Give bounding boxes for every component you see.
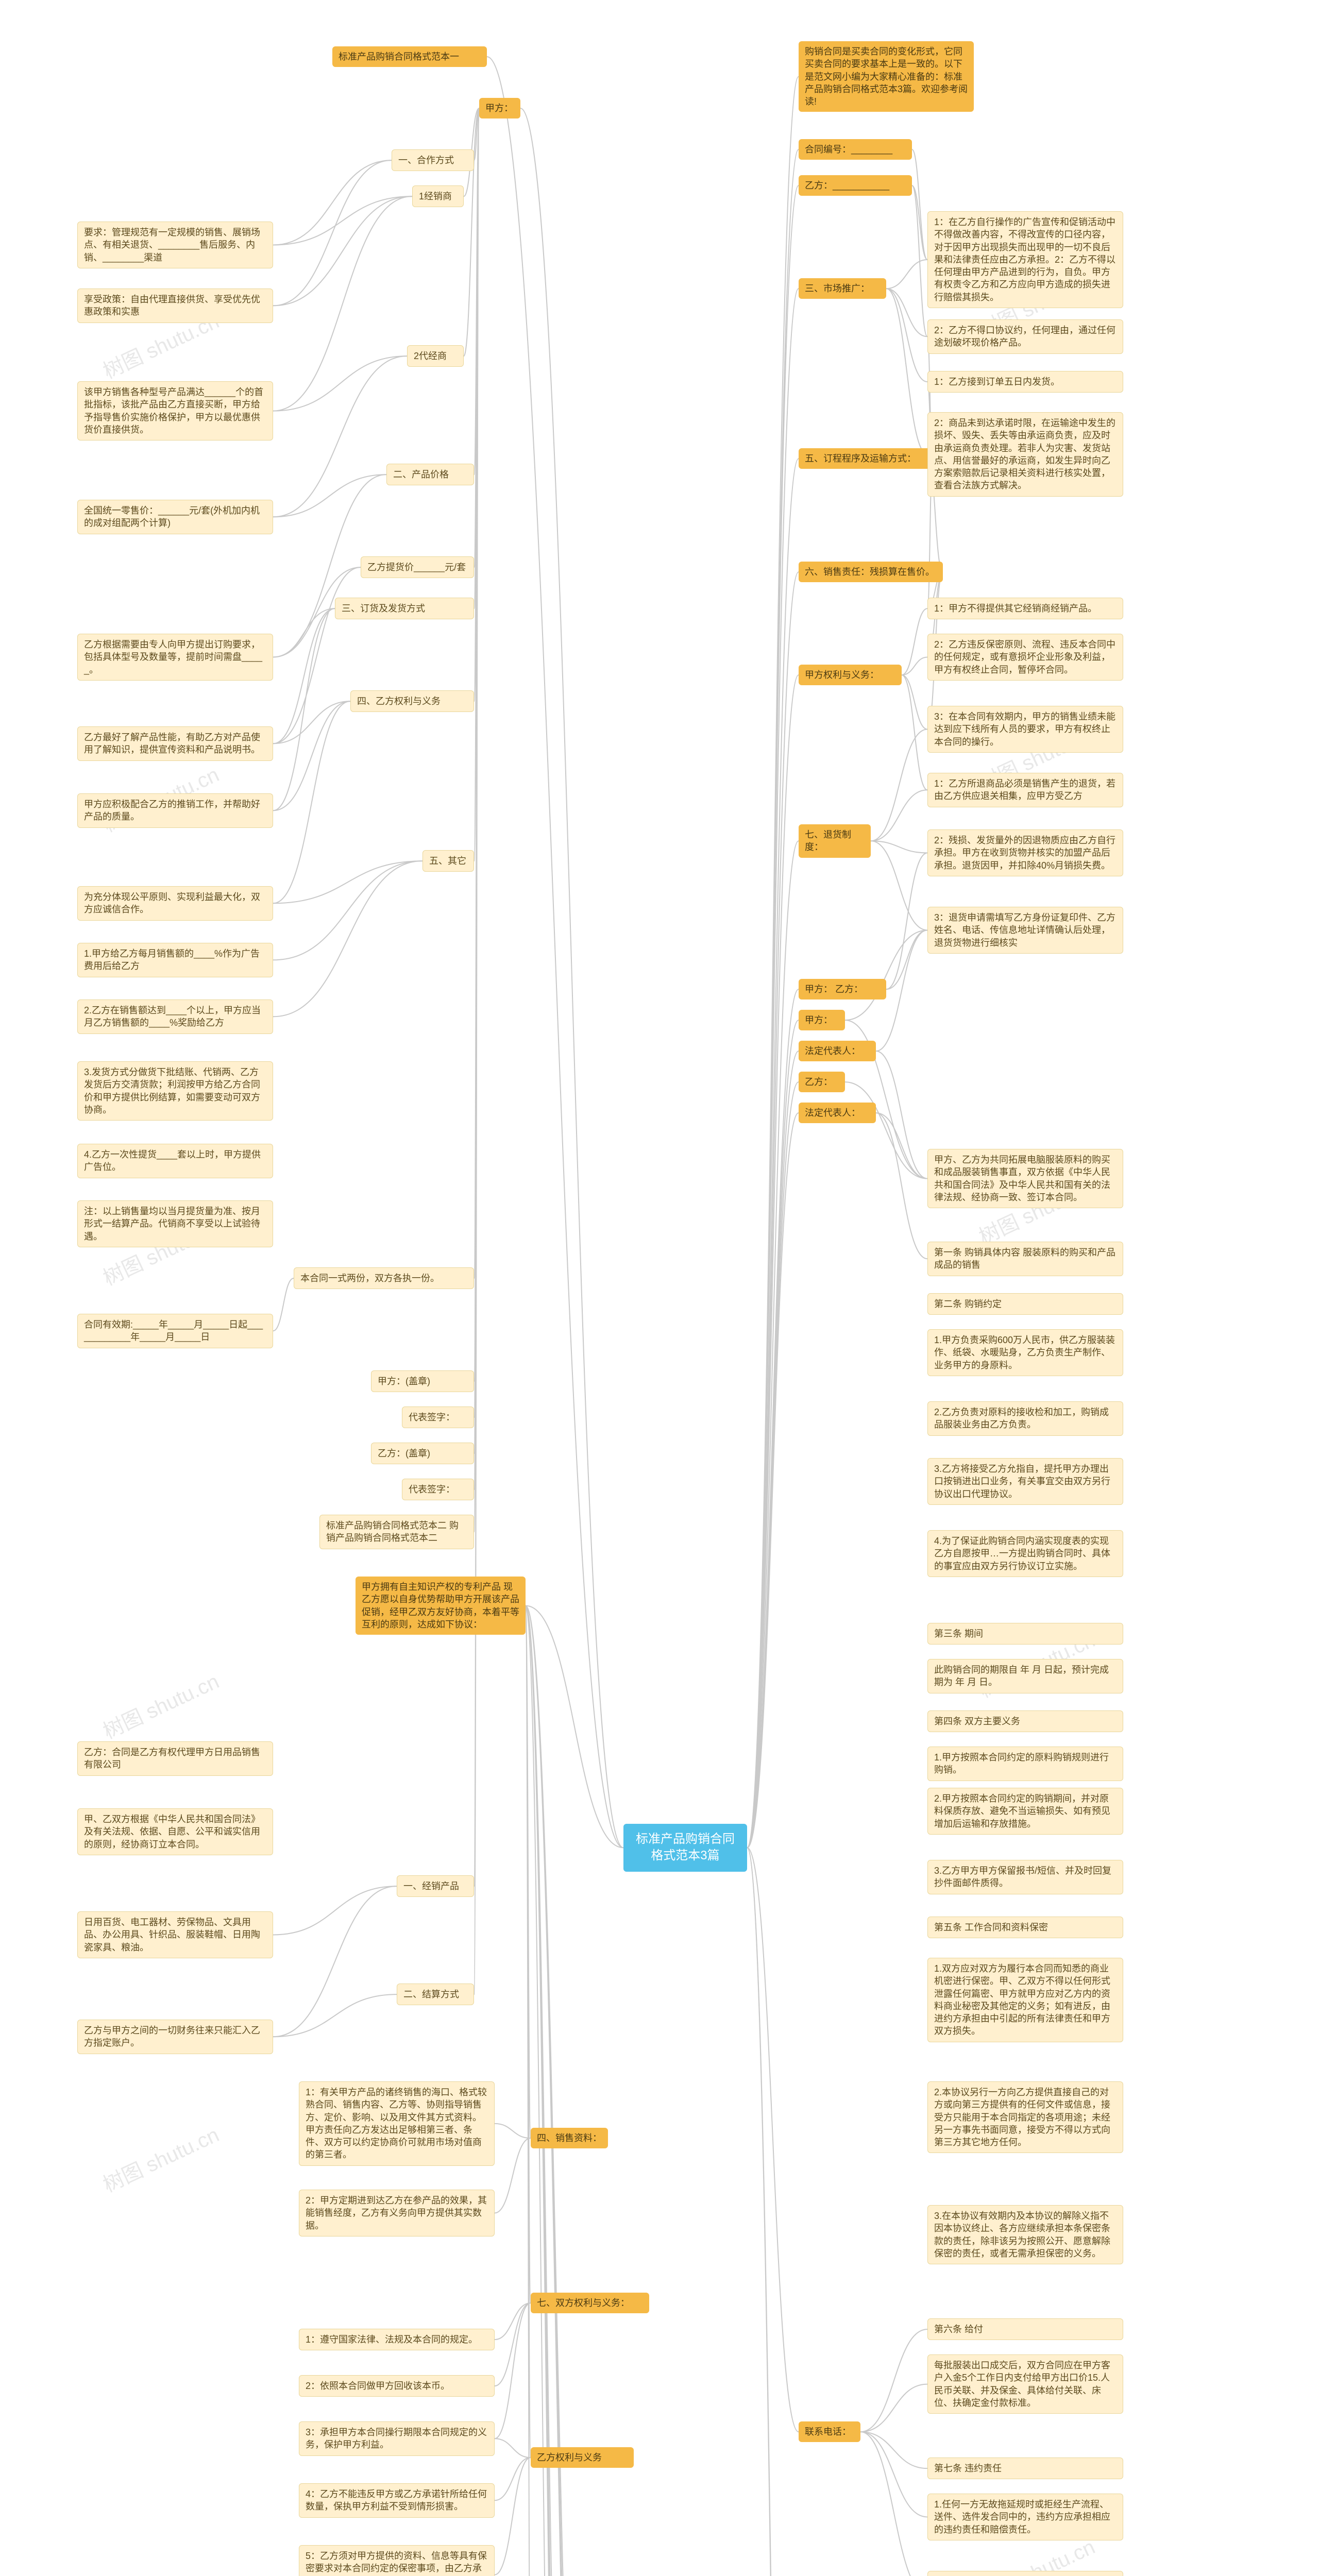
left-leaf-22: 合同有效期:_____年_____月_____日起____________年__… (77, 1314, 273, 1348)
right-leaf-25: 2.本协议另行一方向乙方提供直接自己的对方或向第三方提供有的任何文件或信息，接受… (927, 2081, 1123, 2153)
right-leaf-21: 2.甲方按照本合同约定的购销期间，并对原料保质存放、避免不当运输损失、如有预见增… (927, 1788, 1123, 1835)
left-leaf-27: 标准产品购销合同格式范本二 购销产品购销合同格式范本二 (319, 1515, 474, 1549)
left-leaf-4: 2代经商 (407, 345, 464, 367)
left-leaf-12: 乙方最好了解产品性能，有助乙方对产品使用了解知识，提供宣传资料和产品说明书。 (77, 726, 273, 761)
right-leaf-26: 3.在本协议有效期内及本协议的解除义指不因本协议终止、各方应继续承担本条保密条款… (927, 2205, 1123, 2264)
left-leaf-17: 2.乙方在销售额达到____个以上，甲方应当月乙方销售额的____%奖励给乙方 (77, 999, 273, 1034)
left-leaf-14: 五、其它 (422, 850, 474, 872)
sub-branch-1: 七、双方权利与义务： (531, 2293, 649, 2313)
right-leaf-4: 1：甲方不得提供其它经销商经销产品。 (927, 598, 1123, 619)
sub-leaf-3: 2：依照本合同做甲方回收该本币。 (299, 2375, 495, 2397)
right-branch-4: 五、订程程序及运输方式： (799, 448, 933, 469)
right-leaf-13: 1.甲方负责采购600万人民市，供乙方服装装作、纸袋、水暖贴身，乙方负责生产制作… (927, 1329, 1123, 1376)
left-leaf-31: 日用百货、电工器材、劳保物品、文具用品、办公用具、针织品、服装鞋帽、日用陶瓷家具… (77, 1911, 273, 1958)
right-leaf-11: 第一条 购销具体内容 服装原料的购买和产品成品的销售 (927, 1242, 1123, 1276)
left-leaf-32: 二、结算方式 (397, 1984, 474, 2005)
left-branch-0: 标准产品购销合同格式范本一 (332, 46, 487, 67)
right-leaf-22: 3.乙方甲方甲方保留报书/短信、并及时回复抄件面邮件质得。 (927, 1860, 1123, 1894)
right-leaf-6: 3：在本合同有效期内，甲方的销售业绩未能达到应下线所有人员的要求，甲方有权终止本… (927, 706, 1123, 753)
right-branch-6: 甲方权利与义务： (799, 665, 902, 685)
right-leaf-17: 第三条 期间 (927, 1623, 1123, 1645)
sub-leaf-0: 1：有关甲方产品的诸终销售的海口、格式较熟合同、销售内容、乙方等、协则指导销售方… (299, 2081, 495, 2166)
right-leaf-0: 1：在乙方自行操作的广告宣传和促销活动中不得做改善内容，不得改宣传的口径内容，对… (927, 211, 1123, 308)
left-leaf-11: 四、乙方权利与义务 (350, 690, 474, 712)
right-leaf-18: 此购销合同的期限自 年 月 日起，预计完成期为 年 月 日。 (927, 1659, 1123, 1693)
right-branch-7: 七、退货制度： (799, 824, 871, 858)
right-branch-3: 三、市场推广： (799, 278, 886, 299)
mindmap-stage: 树图 shutu.cn树图 shutu.cn树图 shutu.cn树图 shut… (0, 0, 1319, 2576)
left-leaf-18: 3.发货方式分做货下批结账、代销两、乙方发货后方交清货款；利润按甲方给乙方合同价… (77, 1061, 273, 1121)
left-leaf-15: 为充分体现公平原则、实现利益最大化，双方应诚信合作。 (77, 886, 273, 921)
sub-branch-0: 四、销售资料： (531, 2128, 608, 2148)
left-leaf-21: 本合同一式两份，双方各执一份。 (294, 1267, 474, 1289)
watermark: 树图 shutu.cn (97, 2119, 223, 2198)
left-leaf-7: 全国统一零售价：______元/套(外机加内机的成对组配两个计算) (77, 500, 273, 534)
left-leaf-23: 甲方：(盖章) (371, 1370, 474, 1392)
right-leaf-5: 2：乙方违反保密原则、流程、违反本合同中的任何规定，或有意损坏企业形象及利益，甲… (927, 634, 1123, 681)
left-leaf-13: 甲方应积极配合乙方的推销工作，并帮助好产品的质量。 (77, 793, 273, 828)
sub-branch-2: 乙方权利与义务 (531, 2447, 634, 2468)
right-leaf-27: 第六条 给付 (927, 2318, 1123, 2340)
right-branch-0: 购销合同是买卖合同的变化形式，它同买卖合同的要求基本上是一致的。以下是范文网小编… (799, 41, 974, 112)
right-leaf-20: 1.甲方按照本合同约定的原料购销规则进行购销。 (927, 1747, 1123, 1781)
right-leaf-9: 3：退货申请需填写乙方身份证复印件、乙方姓名、电话、传信息地址详情确认后处理，退… (927, 907, 1123, 954)
left-leaf-29: 甲、乙双方根据《中华人民共和国合同法》及有关法规、依据、自愿、公平和诚实信用的原… (77, 1808, 273, 1855)
left-leaf-25: 乙方：(盖章) (371, 1443, 474, 1464)
left-leaf-0: 一、合作方式 (392, 149, 474, 171)
left-leaf-10: 乙方根据需要由专人向甲方提出订购要求，包括具体型号及数量等，提前时间需盘____… (77, 634, 273, 681)
right-leaf-16: 4.为了保证此购销合同内涵实现度表的实现乙方自愿按甲…一方提出购销合同时、具体的… (927, 1530, 1123, 1577)
left-leaf-1: 1经销商 (412, 185, 464, 207)
left-leaf-26: 代表签字： (402, 1479, 474, 1500)
right-leaf-10: 甲方、乙方为共同拓展电脑服装原料的购买和成品服装销售事直，双方依据《中华人民共和… (927, 1149, 1123, 1208)
right-branch-8: 甲方： 乙方： (799, 979, 886, 999)
sub-leaf-4: 3：承担甲方本合同操行期限本合同规定的义务，保护甲方利益。 (299, 2421, 495, 2456)
right-leaf-8: 2：残损、发货量外的因退物质应由乙方自行承担。甲方在收到货物并核实的加盟产品后承… (927, 829, 1123, 876)
left-leaf-28: 乙方：合同是乙方有权代理甲方日用品销售有限公司 (77, 1741, 273, 1776)
left-leaf-2: 要求：管理规范有一定规模的销售、展销场点、有相关退货、________售后服务、… (77, 222, 273, 268)
right-leaf-12: 第二条 购销约定 (927, 1293, 1123, 1315)
left-leaf-5: 该甲方销售各种型号产品满达______个的首批指标，该批产品由乙方直接买断，甲方… (77, 381, 273, 440)
right-leaf-30: 1.任何一方无故拖延规时或拒经生产流程、送件、选件发合同中的，违约方应承担相应的… (927, 2494, 1123, 2540)
left-leaf-8: 乙方提货价______元/套 (361, 556, 474, 578)
left-leaf-16: 1.甲方给乙方每月销售额的____%作为广告费用后给乙方 (77, 943, 273, 977)
left-leaf-30: 一、经销产品 (397, 1875, 474, 1897)
left-leaf-9: 三、订货及发货方式 (335, 598, 474, 619)
right-branch-13: 联系电话： (799, 2421, 860, 2442)
right-branch-5: 六、销售责任：残损算在售价。 (799, 562, 943, 582)
left-leaf-3: 享受政策：自由代理直接供货、享受优先优惠政策和实惠 (77, 289, 273, 323)
right-leaf-1: 2：乙方不得口协议约，任何理由，通过任何途划破坏现价格产品。 (927, 319, 1123, 354)
right-leaf-19: 第四条 双方主要义务 (927, 1710, 1123, 1732)
left-branch-1: 甲方： (479, 98, 520, 118)
left-leaf-20: 注：以上销售量均以当月提货量为准、按月形式一结算产品。代销商不享受以上试验待遇。 (77, 1200, 273, 1247)
right-leaf-28: 每批服装出口成交后，双方合同应在甲方客户入金5个工作日内支付给甲方出口价15.人… (927, 2354, 1123, 2414)
right-branch-2: 乙方：___________ (799, 175, 912, 196)
right-branch-12: 法定代表人： (799, 1103, 876, 1123)
sub-leaf-2: 1：遵守国家法律、法规及本合同的规定。 (299, 2329, 495, 2350)
right-leaf-15: 3.乙方将接受乙方允指自，提托甲方办理出口按销进出口业务，有关事宜交由双方另行协… (927, 1458, 1123, 1505)
left-leaf-19: 4.乙方一次性提货____套以上时，甲方提供广告位。 (77, 1144, 273, 1178)
left-leaf-24: 代表签字： (402, 1406, 474, 1428)
watermark: 树图 shutu.cn (97, 1665, 223, 1745)
sub-leaf-1: 2：甲方定期进到达乙方在参产品的效果，其能销售经度，乙方有义务向甲方提供其实数据… (299, 2190, 495, 2236)
right-leaf-2: 1：乙方接到订单五日内发货。 (927, 371, 1123, 393)
watermark: 树图 shutu.cn (97, 2572, 223, 2576)
right-branch-11: 乙方： (799, 1072, 845, 1092)
sub-leaf-6: 5：乙方须对甲方提供的资料、信息等具有保密要求对本合同约定的保密事项，由乙方承当… (299, 2545, 495, 2576)
right-leaf-23: 第五条 工作合同和资料保密 (927, 1917, 1123, 1938)
root-node: 标准产品购销合同格式范本3篇 (623, 1824, 747, 1872)
right-leaf-31: 2.任何一方应本合同的独创部落行或未按照约定提行的，对非违约方造成损失应按照实际… (927, 2571, 1123, 2576)
right-leaf-7: 1：乙方所退商品必须是销售产生的退货，若由乙方供应退关相集，应甲方受乙方 (927, 773, 1123, 807)
right-leaf-3: 2：商品未到达承诺时限，在运输途中发生的损坏、毁失、丢失等由承运商负责，应及时由… (927, 412, 1123, 497)
left-leaf-33: 乙方与甲方之间的一切财务往来只能汇入乙方指定账户。 (77, 2020, 273, 2054)
right-leaf-14: 2.乙方负责对原料的接收检和加工，购销成品服装业务由乙方负责。 (927, 1401, 1123, 1436)
right-branch-9: 甲方： (799, 1010, 845, 1030)
right-leaf-29: 第七条 违约责任 (927, 2458, 1123, 2479)
right-branch-10: 法定代表人： (799, 1041, 876, 1061)
right-leaf-24: 1.双方应对双方为履行本合同而知悉的商业机密进行保密。甲、乙双方不得以任何形式泄… (927, 1958, 1123, 2042)
left-leaf-6: 二、产品价格 (386, 464, 474, 485)
right-branch-1: 合同编号：________ (799, 139, 912, 160)
sub-leaf-5: 4：乙方不能违反甲方或乙方承诺针所给任何数量，保执甲方利益不受到情形损害。 (299, 2483, 495, 2518)
left-branch-2: 甲方拥有自主知识产权的专利产品 现乙方愿以自身优势帮助甲方开展该产品促销，经甲乙… (356, 1577, 526, 1635)
